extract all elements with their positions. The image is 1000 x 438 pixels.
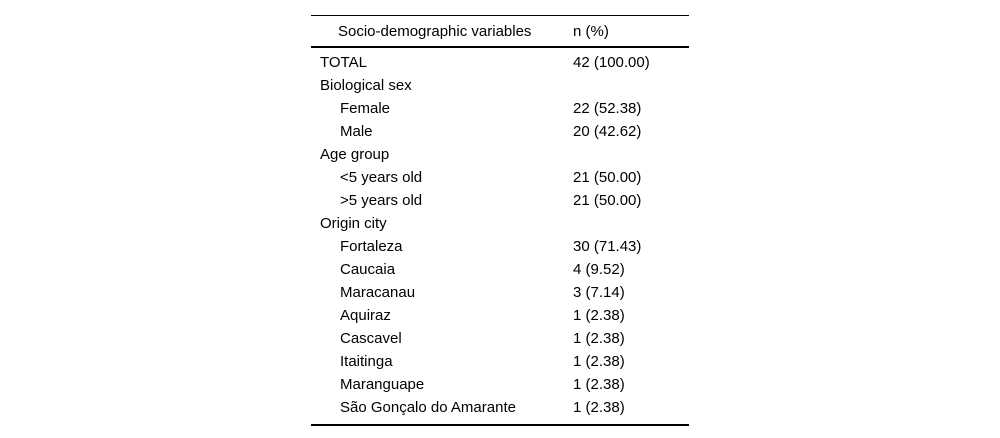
variable-cell: Male <box>340 123 373 140</box>
table-row: Aquiraz 1 (2.38) <box>311 304 689 327</box>
variable-cell: Cascavel <box>340 330 402 347</box>
variable-cell: São Gonçalo do Amarante <box>340 399 516 416</box>
variable-cell: Origin city <box>320 215 387 232</box>
table-row: Fortaleza 30 (71.43) <box>311 235 689 258</box>
value-cell: 1 (2.38) <box>573 353 625 370</box>
table-row: Origin city <box>311 212 689 235</box>
value-cell: 21 (50.00) <box>573 169 642 186</box>
variable-cell: Aquiraz <box>340 307 391 324</box>
variable-cell: Fortaleza <box>340 238 403 255</box>
table-row: Biological sex <box>311 74 689 97</box>
socio-demographic-table: Socio-demographic variables n (%) TOTAL … <box>311 15 689 426</box>
table-row: Maranguape 1 (2.38) <box>311 373 689 396</box>
value-cell: 21 (50.00) <box>573 192 642 209</box>
table-row: Itaitinga 1 (2.38) <box>311 350 689 373</box>
table-row: Caucaia 4 (9.52) <box>311 258 689 281</box>
table-row: Age group <box>311 143 689 166</box>
table-row: São Gonçalo do Amarante 1 (2.38) <box>311 396 689 419</box>
variable-cell: Age group <box>320 146 390 163</box>
table-row: >5 years old 21 (50.00) <box>311 189 689 212</box>
value-cell: 30 (71.43) <box>573 238 642 255</box>
variable-cell: Maranguape <box>340 376 425 393</box>
variable-cell: TOTAL <box>320 54 367 71</box>
variable-cell: Biological sex <box>320 77 412 94</box>
value-cell: 22 (52.38) <box>573 100 642 117</box>
header-variable-column: Socio-demographic variables <box>338 22 532 40</box>
table-row: <5 years old 21 (50.00) <box>311 166 689 189</box>
value-cell: 42 (100.00) <box>573 54 650 71</box>
value-cell: 1 (2.38) <box>573 307 625 324</box>
variable-cell: <5 years old <box>340 169 423 186</box>
table-row: Female 22 (52.38) <box>311 97 689 120</box>
value-cell: 3 (7.14) <box>573 284 625 301</box>
value-cell: 20 (42.62) <box>573 123 642 140</box>
table-row: Male 20 (42.62) <box>311 120 689 143</box>
variable-cell: >5 years old <box>340 192 423 209</box>
value-cell: 4 (9.52) <box>573 261 625 278</box>
value-cell: 1 (2.38) <box>573 330 625 347</box>
table-row: Maracanau 3 (7.14) <box>311 281 689 304</box>
variable-cell: Maracanau <box>340 284 416 301</box>
table-body: TOTAL 42 (100.00) Biological sex Female … <box>311 48 689 426</box>
variable-cell: Caucaia <box>340 261 396 278</box>
table-row: Cascavel 1 (2.38) <box>311 327 689 350</box>
variable-cell: Female <box>340 100 391 117</box>
header-count-column: n (%) <box>573 22 609 40</box>
value-cell: 1 (2.38) <box>573 376 625 393</box>
variable-cell: Itaitinga <box>340 353 393 370</box>
table-header-row: Socio-demographic variables n (%) <box>311 15 689 48</box>
value-cell: 1 (2.38) <box>573 399 625 416</box>
table-row: TOTAL 42 (100.00) <box>311 51 689 74</box>
